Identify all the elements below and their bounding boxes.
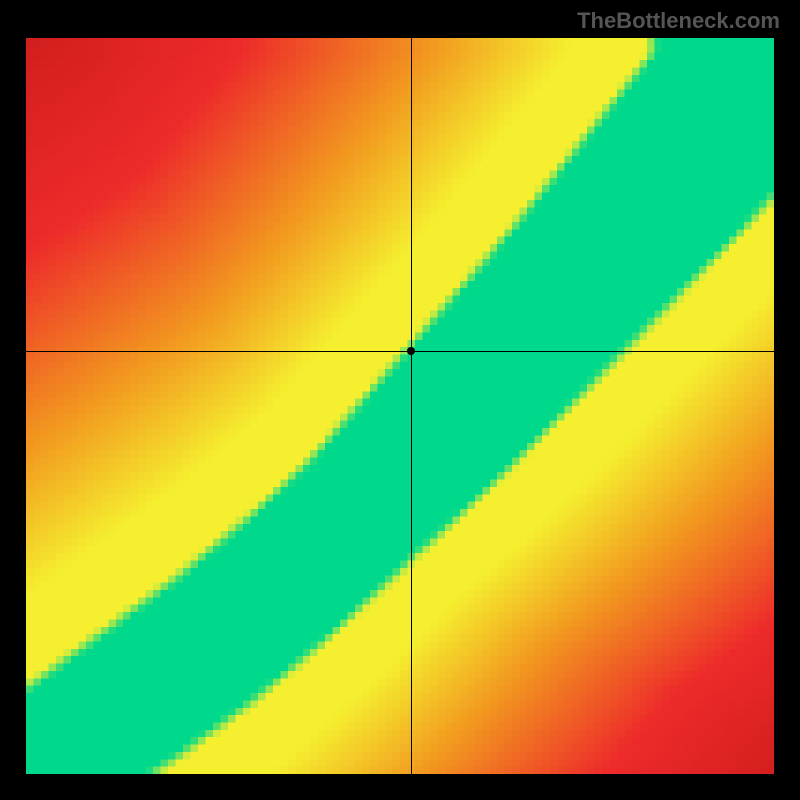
- crosshair-horizontal: [26, 351, 774, 352]
- watermark-text: TheBottleneck.com: [577, 8, 780, 34]
- chart-container: TheBottleneck.com: [0, 0, 800, 800]
- plot-frame: [26, 38, 774, 774]
- crosshair-marker: [407, 347, 415, 355]
- crosshair-vertical: [411, 38, 412, 774]
- heatmap-canvas: [26, 38, 774, 774]
